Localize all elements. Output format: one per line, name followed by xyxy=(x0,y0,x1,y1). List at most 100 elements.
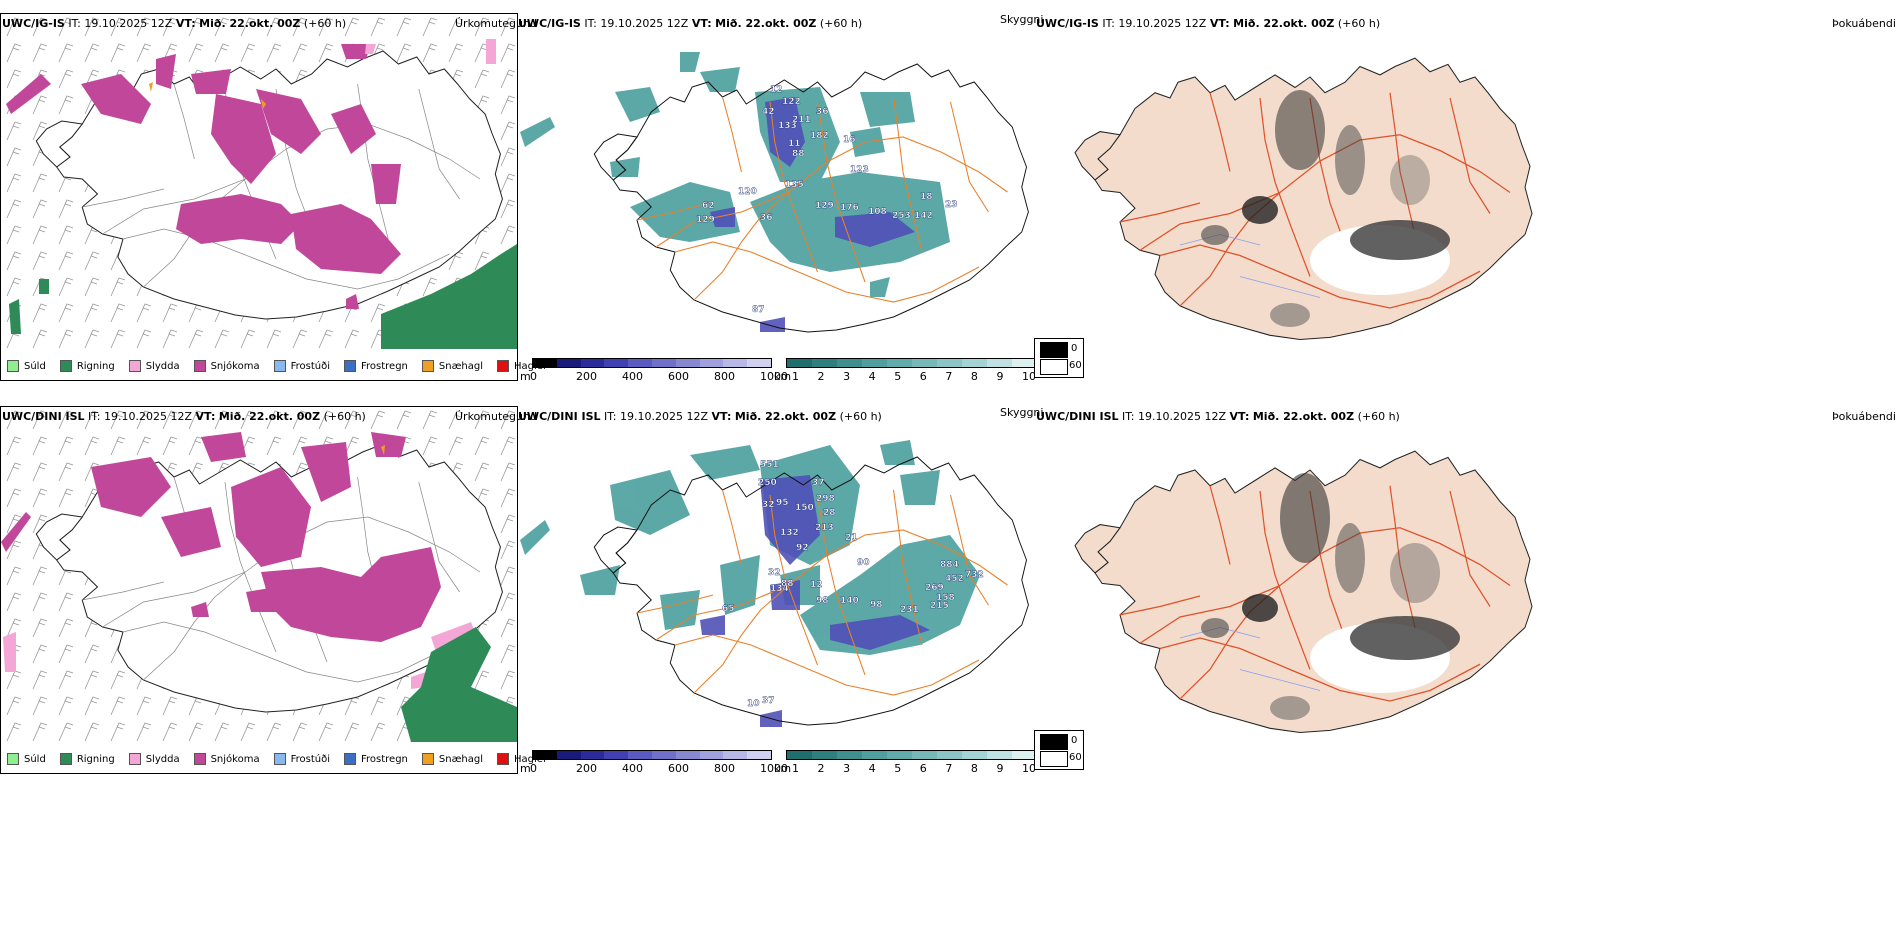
legend-swatch xyxy=(59,360,72,372)
legend-label: Frostregn xyxy=(361,360,408,372)
visibility-value-label: 135 xyxy=(785,180,804,190)
colorbar-segment xyxy=(533,359,557,367)
map-title-row1-panel1: UWC/IG-IS IT: 19.10.2025 12Z VT: Mið. 22… xyxy=(2,17,347,30)
precip-type-map-row2 xyxy=(1,407,517,742)
visibility-value-label: 36 xyxy=(816,107,829,117)
fog-legend-low-label: 60 xyxy=(1069,752,1082,763)
colorbar-segment xyxy=(651,751,676,759)
panel-title-visibility-row1: Skyggni xyxy=(1000,13,1044,26)
colorbar-segment xyxy=(937,751,962,759)
visibility-value-label: 12 xyxy=(810,580,823,590)
colorbar-segment xyxy=(912,751,937,759)
legend-swatch xyxy=(7,360,19,372)
colorbar-tick-label: 400 xyxy=(622,762,643,775)
colorbar-segment xyxy=(837,359,862,367)
colorbar-tick-label: 5 xyxy=(894,762,902,775)
fog-shading-row2 xyxy=(1201,473,1460,720)
colorbar-tick-label: 400 xyxy=(622,370,643,383)
colorbar-segment xyxy=(962,359,987,367)
visibility-colorbar-row2 xyxy=(786,750,1038,760)
precip-type-map-row1 xyxy=(1,14,517,349)
colorbar-tick-label: 7 xyxy=(945,370,953,383)
colorbar-segment xyxy=(556,751,581,759)
legend-label: Snjókoma xyxy=(210,360,260,372)
visibility-value-label: 98 xyxy=(816,596,829,606)
precip-legend-item: Haglél xyxy=(497,753,546,765)
rain-areas-row2 xyxy=(401,627,517,742)
legend-swatch xyxy=(128,360,141,372)
visibility-value-label: 231 xyxy=(900,605,919,615)
colorbar-segment xyxy=(1012,359,1037,367)
colorbar-tick-label: 1 xyxy=(792,762,799,775)
legend-label: Haglél xyxy=(514,360,546,372)
colorbar-unit: m xyxy=(520,370,531,383)
precip-legend-row2: Súld Rigning Slydda Snjókoma Frostúði Frostre… xyxy=(7,753,560,765)
colorbar-tick-label: 10 xyxy=(1022,370,1036,383)
fog-legend-low-swatch xyxy=(1040,359,1068,375)
visibility-value-label: 211 xyxy=(792,115,811,125)
visibility-value-label: 36 xyxy=(760,213,773,223)
map-title-row2-panel2: UWC/DINI ISL IT: 19.10.2025 12Z VT: Mið.… xyxy=(518,410,882,423)
legend-label: Rigning xyxy=(76,753,115,765)
visibility-value-label: 108 xyxy=(868,207,887,217)
legend-swatch xyxy=(273,753,286,765)
colorbar-segment xyxy=(747,751,771,759)
colorbar-segment xyxy=(887,751,912,759)
visibility-value-label: 98 xyxy=(870,600,883,610)
fog-legend-high-label: 0 xyxy=(1071,735,1078,746)
visibility-value-label: 134 xyxy=(770,584,789,594)
legend-label: Frostúði xyxy=(290,360,330,372)
precip-legend-item: Rigning xyxy=(59,360,115,372)
colorbar-segment xyxy=(812,751,837,759)
visibility-value-label: 452 xyxy=(945,574,964,584)
fog-legend-low-label: 60 xyxy=(1069,360,1082,371)
precip-legend-item: Snjókoma xyxy=(193,360,260,372)
legend-label: Súld xyxy=(24,360,46,372)
colorbar-segment xyxy=(699,751,724,759)
visibility-value-label: 28 xyxy=(823,508,836,518)
legend-label: Slydda xyxy=(145,360,180,372)
visibility-value-label: 90 xyxy=(857,558,870,568)
visibility-value-label: 88 xyxy=(792,149,805,159)
colorbar-segment xyxy=(675,359,700,367)
precip-legend-item: Snæhagl xyxy=(421,360,483,372)
fog-map-row2 xyxy=(1074,450,1533,734)
colorbar-segment xyxy=(533,751,557,759)
precip-legend-item: Slydda xyxy=(128,360,180,372)
colorbar-tick-label: 5 xyxy=(894,370,902,383)
legend-label: Slydda xyxy=(145,753,180,765)
precip-legend-item: Rigning xyxy=(59,753,115,765)
panel-title-precip-type-row1: Úrkomutegund xyxy=(455,17,537,30)
colorbar-tick-label: 800 xyxy=(714,370,735,383)
precip-legend-item: Súld xyxy=(7,360,46,372)
colorbar-tick-label: 9 xyxy=(996,370,1004,383)
colorbar-tick-label: 7 xyxy=(945,762,953,775)
visibility-value-label: 298 xyxy=(816,494,835,504)
colorbar-unit: km xyxy=(774,370,792,383)
colorbar-tick-label: 0 xyxy=(530,762,537,775)
legend-swatch xyxy=(421,360,434,372)
map-title-row2-panel1: UWC/DINI ISL IT: 19.10.2025 12Z VT: Mið.… xyxy=(2,410,366,423)
visibility-value-label: 129 xyxy=(815,201,834,211)
precip-legend-item: Frostregn xyxy=(344,360,408,372)
colorbar-tick-label: 600 xyxy=(668,762,689,775)
visibility-value-label: 16 xyxy=(843,135,856,145)
colorbar-tick-label: 6 xyxy=(919,370,927,383)
colorbar-segment xyxy=(862,751,887,759)
visibility-value-label: 140 xyxy=(840,596,859,606)
visibility-value-label: 11 xyxy=(788,139,801,149)
colorbar-segment xyxy=(912,359,937,367)
visibility-colorbar-labels-row1: km 1 2 3 4 5 6 7 8 9 10 xyxy=(774,370,1044,384)
legend-swatch xyxy=(344,753,356,765)
height-colorbar-row1 xyxy=(532,358,772,368)
visibility-value-label: 176 xyxy=(840,203,859,213)
visibility-value-label: 37 xyxy=(762,696,775,706)
colorbar-tick-label: 10 xyxy=(1022,762,1036,775)
precip-legend-row1: Súld Rigning Slydda Snjókoma Frostúði Frostre… xyxy=(7,360,560,372)
colorbar-tick-label: 4 xyxy=(868,762,876,775)
visibility-value-label: 213 xyxy=(815,523,834,533)
visibility-value-label: 253 xyxy=(892,211,911,221)
map-title-row1-panel3: UWC/IG-IS IT: 19.10.2025 12Z VT: Mið. 22… xyxy=(1036,17,1381,30)
visibility-value-label: 18 xyxy=(920,192,933,202)
